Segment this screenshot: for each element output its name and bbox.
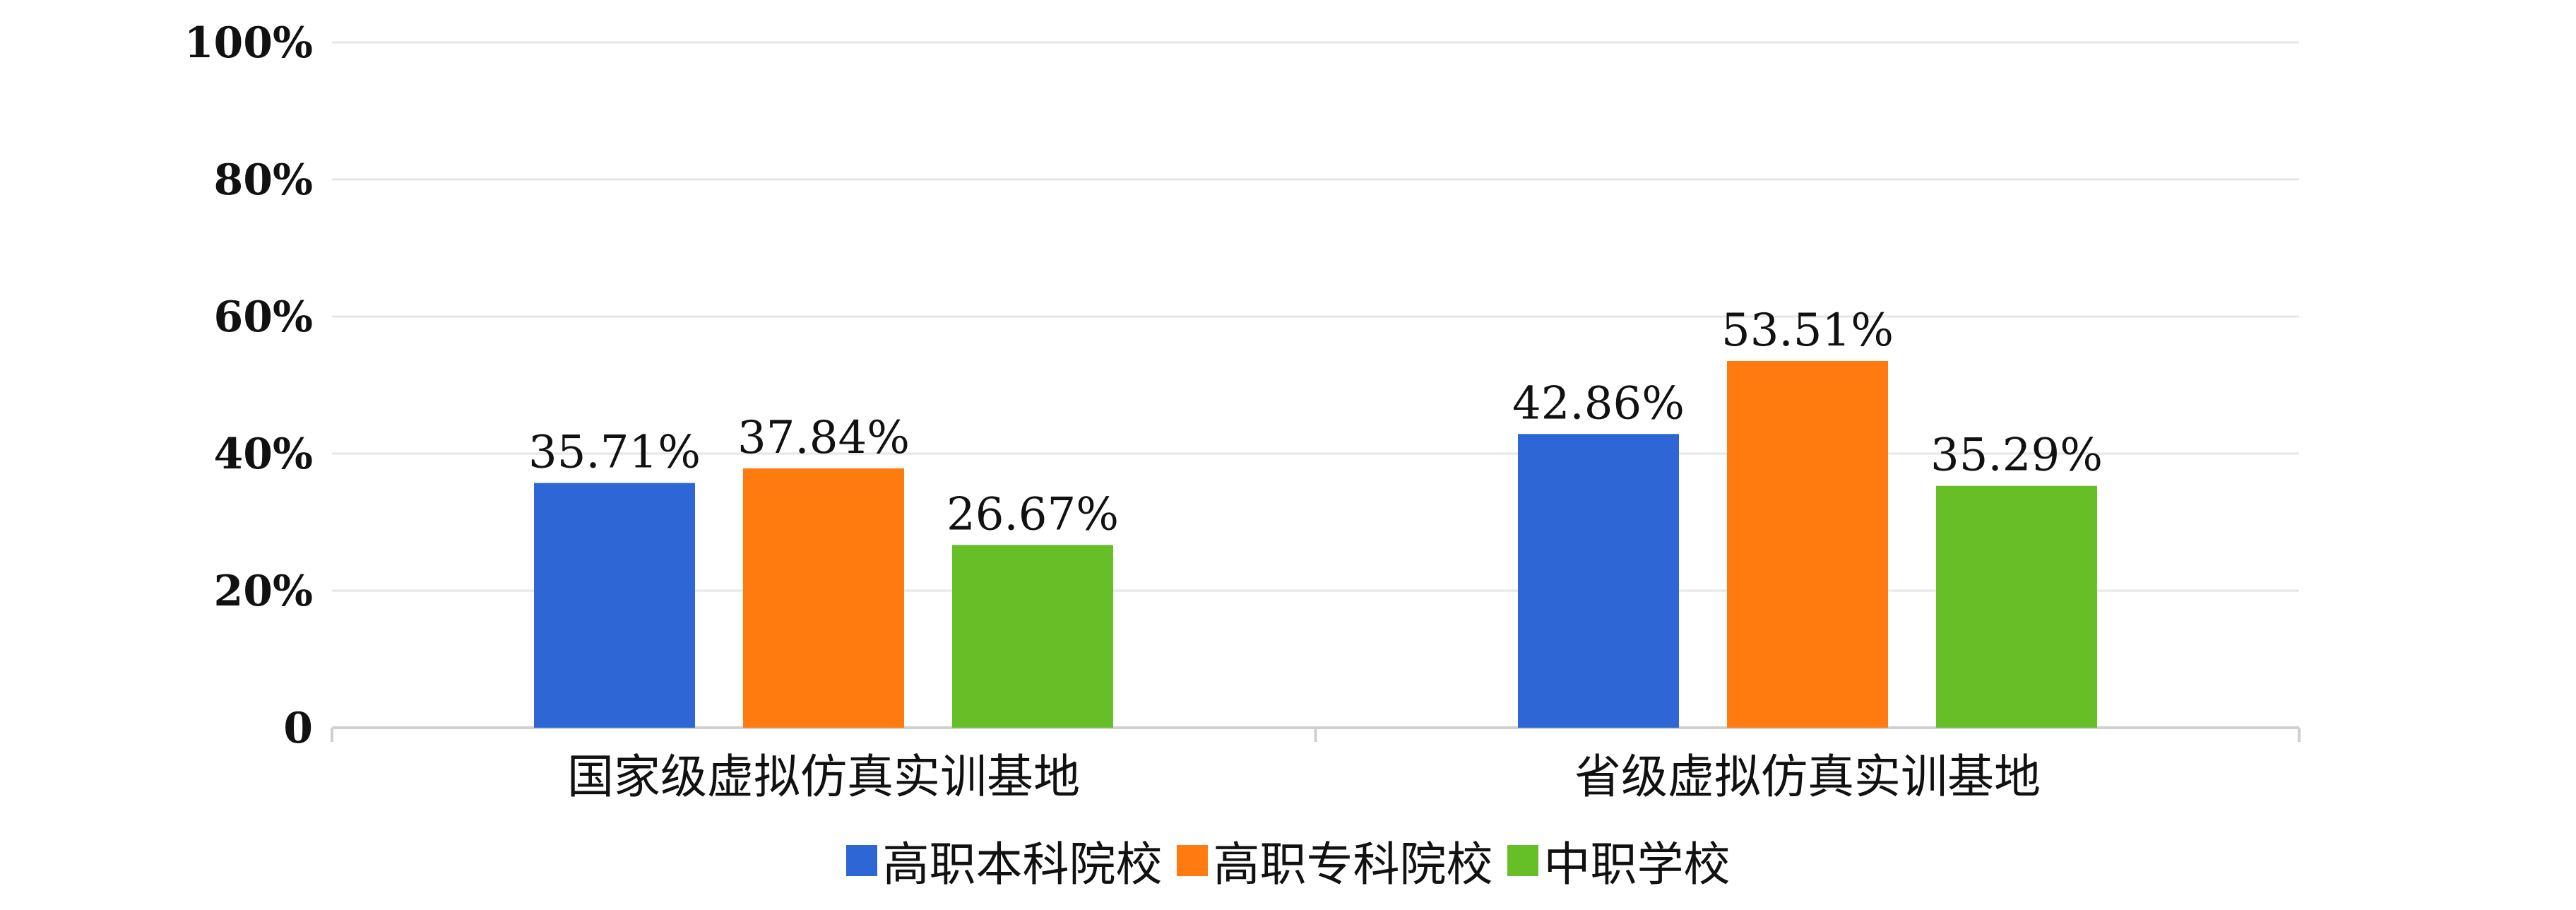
bar <box>1936 485 2097 728</box>
legend-item: 高职本科院校 <box>845 827 1163 894</box>
data-label: 26.67% <box>946 488 1119 540</box>
legend: 高职本科院校 高职专科院校 中职学校 <box>0 825 2576 896</box>
data-label: 35.71% <box>528 427 701 479</box>
data-label: 37.84% <box>737 412 910 464</box>
y-tick-label: 40% <box>213 430 313 479</box>
y-tick-label: 80% <box>213 155 313 205</box>
bar <box>952 545 1113 728</box>
bars <box>534 360 2097 728</box>
legend-swatch <box>1176 845 1208 876</box>
y-tick-label: 20% <box>213 567 313 616</box>
data-label: 35.29% <box>1930 430 2103 482</box>
category-label: 省级虚拟仿真实训基地 <box>1574 750 2041 804</box>
legend-label: 高职本科院校 <box>882 837 1163 892</box>
y-tick-label: 100% <box>184 18 313 68</box>
data-label: 42.86% <box>1512 377 1685 430</box>
legend-item: 中职学校 <box>1507 827 1731 894</box>
data-labels: 35.71% 37.84% 26.67% 42.86% 53.51% 35.29% <box>528 305 2103 540</box>
bar <box>1727 360 1888 728</box>
data-label: 53.51% <box>1721 305 1894 357</box>
y-tick-label: 0 <box>283 704 313 753</box>
y-axis-tick-labels: 0 20% 40% 60% 80% 100% <box>184 18 313 753</box>
legend-label: 中职学校 <box>1543 837 1731 892</box>
y-tick-label: 60% <box>213 292 313 342</box>
x-axis <box>331 726 2301 742</box>
legend-item: 高职专科院校 <box>1176 827 1493 894</box>
category-label: 国家级虚拟仿真实训基地 <box>567 750 1080 804</box>
legend-swatch <box>845 845 877 876</box>
bar <box>534 483 695 728</box>
bar <box>743 468 904 728</box>
legend-label: 高职专科院校 <box>1213 837 1493 892</box>
category-labels: 国家级虚拟仿真实训基地 省级虚拟仿真实训基地 <box>567 750 2041 804</box>
bar <box>1518 434 1679 728</box>
legend-swatch <box>1507 845 1538 876</box>
